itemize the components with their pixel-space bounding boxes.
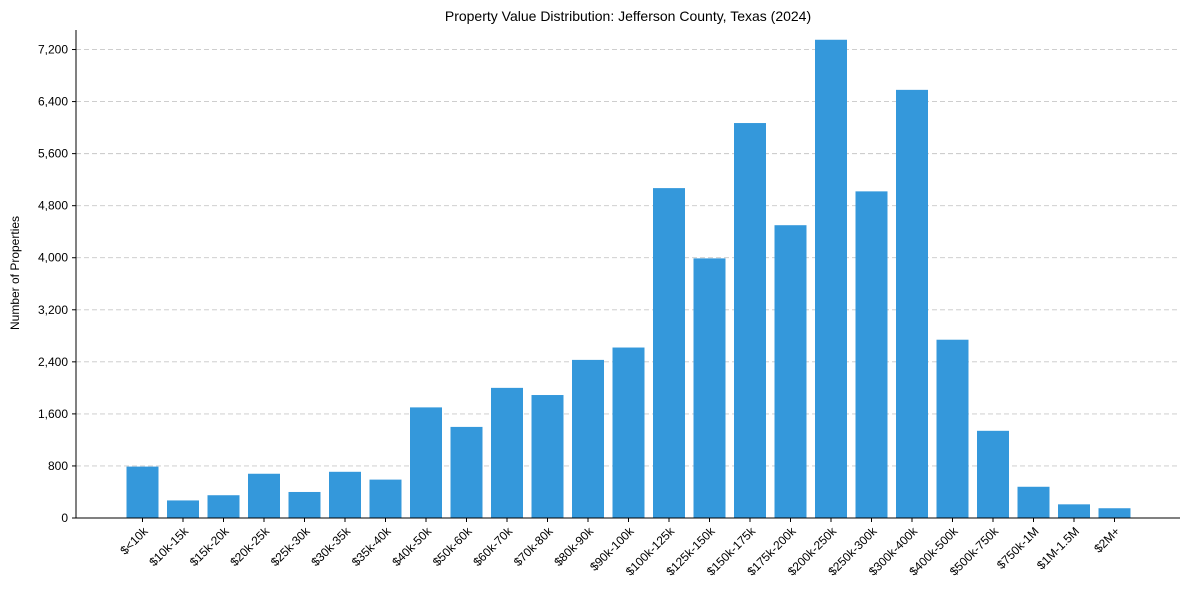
- bar: [126, 466, 159, 518]
- bar: [977, 430, 1009, 518]
- bar: [1017, 486, 1050, 518]
- y-tick-label: 6,400: [38, 95, 68, 109]
- bar: [248, 473, 280, 518]
- y-tick-label: 4,000: [38, 251, 68, 265]
- y-tick-label: 7,200: [38, 43, 68, 57]
- x-tick-label: $25k-30k: [268, 524, 314, 570]
- bar: [693, 258, 726, 518]
- y-tick-label: 4,800: [38, 199, 68, 213]
- x-tick-label: $60k-70k: [470, 524, 516, 570]
- x-tick-label: $40k-50k: [389, 524, 435, 570]
- bar: [491, 387, 523, 518]
- bar: [1098, 508, 1131, 518]
- chart-title: Property Value Distribution: Jefferson C…: [445, 8, 811, 24]
- x-tick-label: $30k-35k: [308, 524, 354, 570]
- y-tick-label: 2,400: [38, 355, 68, 369]
- bar: [410, 407, 442, 518]
- x-tick-label: $70k-80k: [511, 524, 557, 570]
- bar: [450, 426, 483, 518]
- bar: [1058, 504, 1090, 518]
- gridlines: [76, 49, 1180, 467]
- bars: [126, 39, 1131, 519]
- x-tick-label: $50k-60k: [430, 524, 476, 570]
- bar: [207, 495, 240, 518]
- bar: [369, 479, 402, 518]
- y-tick-label: 5,600: [38, 147, 68, 161]
- bar: [167, 500, 199, 518]
- y-tick-label: 800: [48, 459, 68, 473]
- x-tick-label: $750k-1M: [994, 524, 1042, 572]
- x-tick-label: $15k-20k: [187, 524, 233, 570]
- bar: [815, 39, 847, 518]
- bar: [774, 225, 807, 518]
- y-ticks: 0 800 1,600 2,400 3,200 4,000 4,800 5,600 6,400 7…: [38, 43, 76, 525]
- bar: [653, 188, 685, 518]
- bar: [531, 395, 564, 518]
- y-tick-label: 3,200: [38, 303, 68, 317]
- x-tick-label: $2M+: [1091, 524, 1122, 555]
- bar: [612, 347, 645, 518]
- bar: [855, 191, 888, 518]
- bar: [329, 471, 361, 518]
- bar: [896, 89, 928, 519]
- bar: [734, 123, 766, 518]
- bar: [572, 359, 604, 518]
- y-axis-label: Number of Properties: [8, 216, 22, 330]
- x-ticks: $<10k$10k-15k$15k-20k$20k-25k$25k-30k$30…: [117, 518, 1123, 578]
- bar: [288, 491, 321, 518]
- x-tick-label: $1M-1.5M: [1034, 524, 1082, 572]
- x-tick-label: $35k-40k: [349, 524, 395, 570]
- x-tick-label: $10k-15k: [146, 524, 192, 570]
- x-tick-label: $<10k: [117, 524, 151, 558]
- y-tick-label: 0: [61, 511, 68, 525]
- bar: [936, 339, 969, 518]
- y-tick-label: 1,600: [38, 407, 68, 421]
- x-tick-label: $20k-25k: [227, 524, 273, 570]
